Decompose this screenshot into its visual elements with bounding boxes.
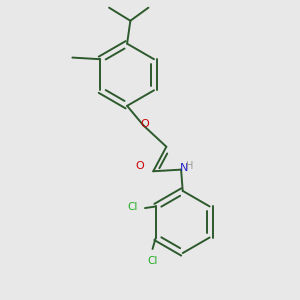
- Text: Cl: Cl: [128, 202, 138, 212]
- Text: O: O: [140, 119, 149, 129]
- Text: H: H: [186, 161, 193, 171]
- Text: Cl: Cl: [147, 256, 158, 266]
- Text: N: N: [179, 163, 188, 173]
- Text: O: O: [136, 161, 145, 171]
